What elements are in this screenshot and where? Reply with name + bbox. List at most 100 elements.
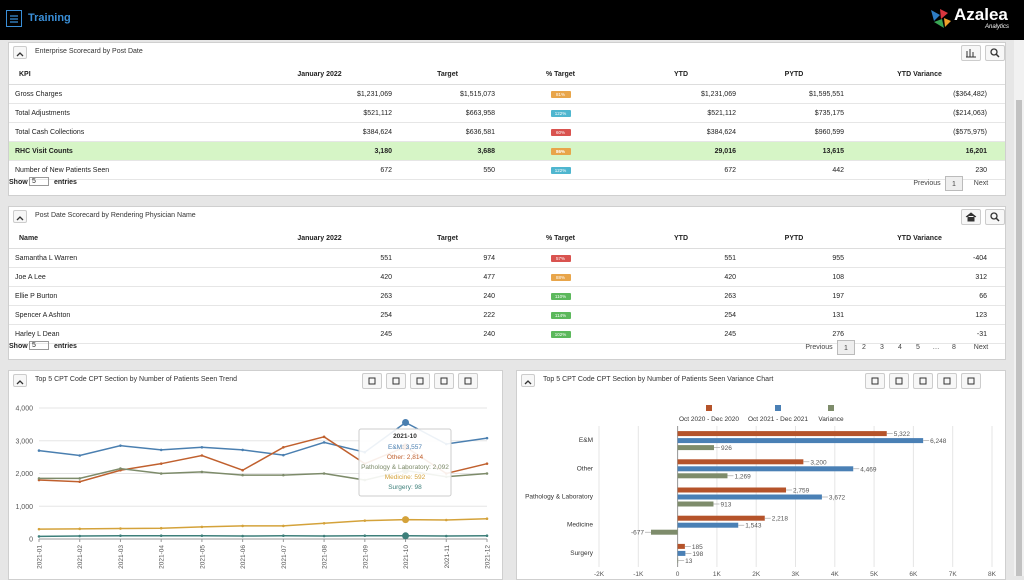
table-cell: 254 bbox=[243, 305, 396, 325]
toolbar-button[interactable] bbox=[362, 373, 382, 389]
data-point bbox=[402, 516, 410, 524]
table-cell: 550 bbox=[396, 160, 499, 180]
data-point bbox=[241, 524, 244, 528]
y-tick-label: 4,000 bbox=[15, 406, 33, 413]
data-point bbox=[200, 534, 204, 538]
legend-label: Oct 2020 - Dec 2020 bbox=[679, 416, 739, 423]
search-icon bbox=[990, 212, 1000, 222]
table-cell: Number of New Patients Seen bbox=[9, 160, 243, 180]
page-button[interactable]: Previous bbox=[805, 344, 833, 351]
data-point bbox=[322, 441, 326, 444]
page-button[interactable]: 4 bbox=[898, 344, 902, 351]
table-row: Number of New Patients Seen 672 550 122% 672… bbox=[9, 160, 1005, 180]
toolbar-icon bbox=[871, 377, 879, 385]
data-point bbox=[322, 521, 326, 525]
toolbar-button[interactable] bbox=[937, 373, 957, 389]
chevron bbox=[16, 52, 24, 57]
percent-pill: 81% bbox=[550, 90, 571, 98]
collapse-button[interactable] bbox=[521, 374, 535, 387]
table-cell: $1,231,069 bbox=[622, 84, 740, 104]
search-button[interactable] bbox=[985, 45, 1005, 61]
page-button[interactable]: Next bbox=[973, 180, 989, 187]
table-cell: 131 bbox=[740, 305, 848, 325]
table-cell: RHC Visit Counts bbox=[9, 141, 243, 161]
collapse-button[interactable] bbox=[13, 46, 27, 59]
menu-button[interactable] bbox=[6, 10, 22, 27]
data-point bbox=[402, 419, 410, 427]
scroll-thumb[interactable] bbox=[1016, 100, 1022, 576]
icon-shape bbox=[919, 377, 927, 385]
column-header: Target bbox=[396, 229, 499, 249]
percent-pill: 114% bbox=[550, 311, 571, 319]
toolbar-button[interactable] bbox=[434, 373, 454, 389]
page-button[interactable]: 2 bbox=[862, 344, 866, 351]
x-tick-label: 1K bbox=[713, 571, 722, 577]
table-cell: Ellie P Burton bbox=[9, 286, 243, 306]
table-cell: Spencer A Ashton bbox=[9, 305, 243, 325]
toolbar-button[interactable] bbox=[961, 373, 981, 389]
page-size-select[interactable]: 5 bbox=[29, 341, 49, 350]
table-cell: 3,688 bbox=[396, 141, 499, 161]
value-label: 5,322 bbox=[894, 431, 911, 438]
data-point bbox=[119, 527, 122, 530]
table-row: Gross Charges $1,231,069 $1,515,073 81% $1,2… bbox=[9, 84, 1005, 104]
value-label: 913 bbox=[720, 502, 731, 509]
bar bbox=[677, 543, 685, 549]
data-point bbox=[200, 525, 204, 529]
value-label: 2,218 bbox=[772, 516, 789, 523]
x-tick-label: 8K bbox=[988, 571, 997, 577]
chart: 0 1,000 2,000 3,000 4,000 2021-01 2021-02 2021-… bbox=[15, 406, 491, 569]
collapse-button[interactable] bbox=[13, 374, 27, 387]
icon-shape bbox=[368, 377, 376, 385]
page-size-select[interactable]: 5 bbox=[29, 177, 49, 186]
page-button[interactable]: 8 bbox=[952, 344, 956, 351]
table-cell: 551 bbox=[622, 248, 740, 268]
page-button[interactable]: Next bbox=[973, 344, 989, 351]
chart-button[interactable] bbox=[961, 45, 981, 61]
data-point bbox=[444, 518, 448, 522]
data-table: KPI January 2022 Target% Target YTD PYTD YTD … bbox=[9, 65, 1005, 180]
page-button[interactable]: 3 bbox=[880, 344, 884, 351]
page-button[interactable]: Previous bbox=[913, 180, 941, 187]
toolbar-button[interactable] bbox=[889, 373, 909, 389]
x-tick-label: 2021-04 bbox=[159, 545, 166, 569]
toolbar-button[interactable] bbox=[410, 373, 430, 389]
data-point bbox=[200, 454, 204, 457]
table-cell: 29,016 bbox=[622, 141, 740, 161]
toolbar-icon bbox=[943, 377, 951, 385]
chevron bbox=[524, 380, 532, 385]
scrollbar[interactable] bbox=[1014, 40, 1024, 576]
toolbar-button[interactable] bbox=[386, 373, 406, 389]
data-point bbox=[485, 436, 489, 440]
x-tick-label: -2K bbox=[594, 571, 605, 577]
table-cell: 122% bbox=[499, 103, 622, 123]
table-cell: 3,180 bbox=[243, 141, 396, 161]
data-point bbox=[159, 526, 163, 530]
collapse-button[interactable] bbox=[13, 210, 27, 223]
home-button[interactable] bbox=[961, 209, 981, 225]
toolbar-button[interactable] bbox=[458, 373, 478, 389]
page-button[interactable]: 5 bbox=[916, 344, 920, 351]
toolbar-icon bbox=[440, 377, 448, 385]
x-tick-label: -1K bbox=[633, 571, 644, 577]
table-row: RHC Visit Counts 3,180 3,688 86% 29,016 13,61… bbox=[9, 141, 1005, 161]
entries-label: entries bbox=[54, 343, 77, 350]
toolbar-button[interactable] bbox=[913, 373, 933, 389]
page-button[interactable]: 1 bbox=[945, 176, 963, 191]
page-button[interactable]: 1 bbox=[837, 340, 855, 355]
table-cell: Joe A Lee bbox=[9, 267, 243, 287]
data-point bbox=[159, 534, 163, 538]
table-cell: ↓ bbox=[991, 267, 1005, 287]
panel-title: Post Date Scorecard by Rendering Physici… bbox=[35, 212, 196, 219]
page-button[interactable]: … bbox=[932, 344, 940, 351]
search-button[interactable] bbox=[985, 209, 1005, 225]
chart: Oct 2020 - Dec 2020 Oct 2021 - Dec 2021 Va… bbox=[525, 405, 997, 577]
icon-shape bbox=[967, 377, 975, 385]
table-cell: 114% bbox=[499, 305, 622, 325]
y-tick-label: Pathology & Laboratory bbox=[525, 494, 594, 501]
icon-shape bbox=[464, 377, 472, 385]
data-point bbox=[241, 534, 244, 538]
toolbar-button[interactable] bbox=[865, 373, 885, 389]
